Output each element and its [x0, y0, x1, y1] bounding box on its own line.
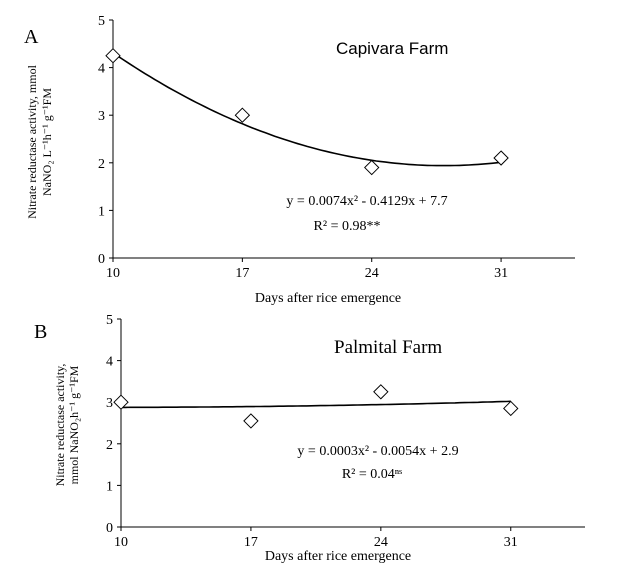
- panel-b-y-tick-label: 4: [106, 355, 113, 370]
- panel-b-y-tick-label: 1: [106, 479, 113, 494]
- panel-b-data-point: [243, 413, 259, 429]
- panel-a-y-tick-label: 4: [98, 62, 105, 77]
- panel-a-xlabel: Days after rice emergence: [255, 291, 401, 306]
- panel-b-xlabel: Days after rice emergence: [265, 549, 411, 564]
- panel-a-title: Capivara Farm: [336, 39, 448, 58]
- panel-a-x-tick-label: 17: [235, 266, 249, 281]
- panel-a-data-point: [234, 107, 251, 123]
- panel-a-y-tick-label: 2: [98, 157, 105, 172]
- panel-b-ylabel-line2: mmol NaNO₂h⁻¹ g⁻¹FM: [67, 365, 81, 484]
- panel-a-data-point: [105, 47, 121, 64]
- panel-a-equation: y = 0.0074x² - 0.4129x + 7.7: [286, 194, 447, 209]
- panel-b-y-tick-label: 0: [106, 521, 113, 536]
- panel-b-ylabel-line1: Nitrate reductase activity,: [53, 364, 67, 487]
- panel-a-data-point: [364, 159, 380, 176]
- panel-b-data-point: [113, 394, 129, 410]
- panel-a: A Capivara Farm Nitrate reductase activi…: [24, 14, 575, 306]
- panel-a-ylabel-line2: NaNO₂ L⁻¹h⁻¹ g⁻¹FM: [40, 88, 54, 196]
- panel-b-letter: B: [34, 321, 47, 343]
- panel-b-y-tick-label: 5: [106, 313, 113, 328]
- panel-a-x-tick-label: 24: [365, 266, 379, 281]
- panel-b-data-point: [503, 400, 519, 417]
- panel-a-y-tick-label: 5: [98, 14, 105, 29]
- panel-a-y-tick-label: 0: [98, 252, 105, 267]
- panel-b-r2: R² = 0.04ⁿˢ: [342, 467, 402, 482]
- panel-b-x-tick-label: 31: [504, 535, 518, 550]
- panel-b-data-point: [373, 384, 389, 400]
- panel-a-y-tick-label: 1: [98, 204, 105, 219]
- panel-b-x-tick-label: 17: [244, 535, 258, 550]
- panel-b-trendline: [121, 400, 511, 409]
- panel-b: B Palmital Farm Nitrate reductase activi…: [34, 313, 585, 564]
- panel-a-r2: R² = 0.98**: [314, 219, 381, 234]
- panel-b-y-tick-label: 2: [106, 438, 113, 453]
- panel-a-y-tick-label: 3: [98, 109, 105, 124]
- panel-a-x-tick-label: 10: [106, 266, 120, 281]
- panel-a-x-tick-label: 31: [494, 266, 508, 281]
- panel-b-y-tick-label: 3: [106, 396, 113, 411]
- panel-a-data-point: [493, 150, 509, 166]
- panel-a-ylabel-line1: Nitrate reductase activity, mmol: [25, 64, 39, 218]
- panel-b-x-tick-label: 24: [374, 535, 388, 550]
- panel-b-x-tick-label: 10: [114, 535, 128, 550]
- panel-b-equation: y = 0.0003x² - 0.0054x + 2.9: [297, 444, 458, 459]
- panel-b-title: Palmital Farm: [334, 337, 442, 358]
- panel-a-letter: A: [24, 26, 39, 48]
- panel-a-trendline: [112, 52, 502, 167]
